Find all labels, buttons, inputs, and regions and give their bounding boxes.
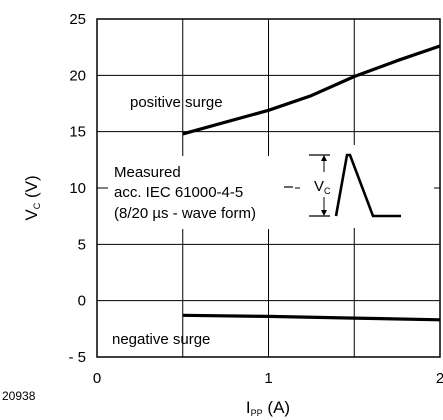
series-line-negative <box>182 313 441 322</box>
y-tick-label: 5 <box>78 236 86 253</box>
surge-waveform <box>334 153 401 218</box>
y-tick-label: 15 <box>69 124 86 141</box>
y-tick-label: 0 <box>78 293 86 310</box>
inset-waveform: VC <box>300 145 434 228</box>
series-line-positive <box>182 44 441 136</box>
plot-frame <box>96 18 441 358</box>
series-lines <box>182 44 441 322</box>
y-axis-label: VC (V) <box>22 175 42 220</box>
inset-arrowhead-up <box>321 155 327 161</box>
inset-label: VC <box>314 178 331 196</box>
annotation-line-1: Measured <box>114 164 181 181</box>
x-tick-label: 0 <box>93 370 101 387</box>
y-tick-label: 25 <box>69 11 86 28</box>
annotation-bg <box>108 156 295 229</box>
inset-arrowhead-down <box>321 210 327 216</box>
series-label-negative: negative surge <box>112 331 210 348</box>
annotation-line-2: acc. IEC 61000-4-5 <box>114 184 243 201</box>
y-tick-label: - 5 <box>68 349 86 366</box>
tick-labels: - 5 0 5 10 15 20 25 0 1 2 <box>68 11 443 387</box>
figure-id: 20938 <box>2 389 36 403</box>
x-axis-label: IPP (A) <box>246 398 290 418</box>
y-tick-label: 10 <box>69 180 86 197</box>
annotation-line-3: (8/20 µs - wave form) <box>114 205 256 222</box>
series-label-positive: positive surge <box>130 94 223 111</box>
x-tick-label: 1 <box>264 370 272 387</box>
y-tick-label: 20 <box>69 67 86 84</box>
x-tick-label: 2 <box>436 370 443 387</box>
